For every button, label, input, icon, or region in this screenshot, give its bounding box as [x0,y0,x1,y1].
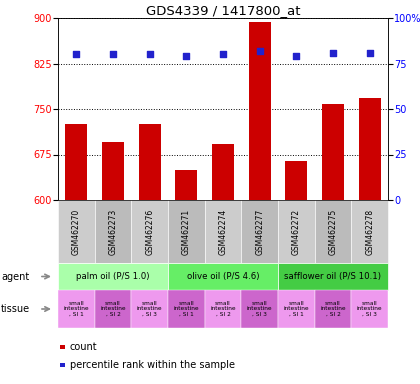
Bar [205,290,241,328]
Text: GSM462272: GSM462272 [292,209,301,255]
Bar [359,98,381,200]
Text: agent: agent [1,271,29,281]
Text: small
intestine
, SI 2: small intestine , SI 2 [100,301,126,317]
Text: palm oil (P/S 1.0): palm oil (P/S 1.0) [76,272,150,281]
Bar [168,263,278,290]
Text: GSM462273: GSM462273 [108,209,118,255]
Text: small
intestine
, SI 3: small intestine , SI 3 [357,301,383,317]
Bar [168,290,205,328]
Text: percentile rank within the sample: percentile rank within the sample [70,360,235,370]
Point [330,50,336,56]
Bar [58,290,94,328]
Point [73,51,80,58]
Bar [352,290,388,328]
Bar [212,144,234,200]
Text: small
intestine
, SI 1: small intestine , SI 1 [284,301,309,317]
Text: GSM462274: GSM462274 [218,209,228,255]
Text: GSM462271: GSM462271 [182,209,191,255]
Bar [278,290,315,328]
Bar [241,290,278,328]
Text: GSM462275: GSM462275 [328,209,338,255]
Point [256,48,263,54]
Point [146,51,153,58]
Text: GSM462278: GSM462278 [365,209,374,255]
Bar [58,263,168,290]
Point [293,53,300,59]
Bar [131,290,168,328]
Bar [94,200,131,263]
Bar [66,124,87,200]
Bar [168,200,205,263]
Bar [175,170,197,200]
Text: count: count [70,342,97,352]
Point [220,51,226,58]
Bar [285,161,307,200]
Text: GSM462277: GSM462277 [255,209,264,255]
Bar [322,104,344,200]
Bar [315,290,352,328]
Bar [278,263,388,290]
Bar [249,22,270,200]
Bar [241,200,278,263]
Text: safflower oil (P/S 10.1): safflower oil (P/S 10.1) [284,272,381,281]
Text: GSM462270: GSM462270 [72,209,81,255]
Bar [60,362,66,367]
Bar [94,290,131,328]
Bar [139,124,161,200]
Text: tissue: tissue [1,304,30,314]
Point [183,53,190,59]
Bar [205,200,241,263]
Title: GDS4339 / 1417800_at: GDS4339 / 1417800_at [146,4,300,17]
Text: small
intestine
, SI 3: small intestine , SI 3 [247,301,273,317]
Text: small
intestine
, SI 1: small intestine , SI 1 [173,301,199,317]
Text: olive oil (P/S 4.6): olive oil (P/S 4.6) [187,272,259,281]
Text: small
intestine
, SI 2: small intestine , SI 2 [320,301,346,317]
Bar [278,200,315,263]
Text: small
intestine
, SI 2: small intestine , SI 2 [210,301,236,317]
Bar [131,200,168,263]
Bar [58,200,94,263]
Bar [60,344,66,349]
Bar [315,200,352,263]
Bar [352,200,388,263]
Text: small
intestine
, SI 1: small intestine , SI 1 [63,301,89,317]
Bar [102,142,124,200]
Point [366,50,373,56]
Text: small
intestine
, SI 3: small intestine , SI 3 [137,301,163,317]
Text: GSM462276: GSM462276 [145,209,154,255]
Point [110,51,116,58]
